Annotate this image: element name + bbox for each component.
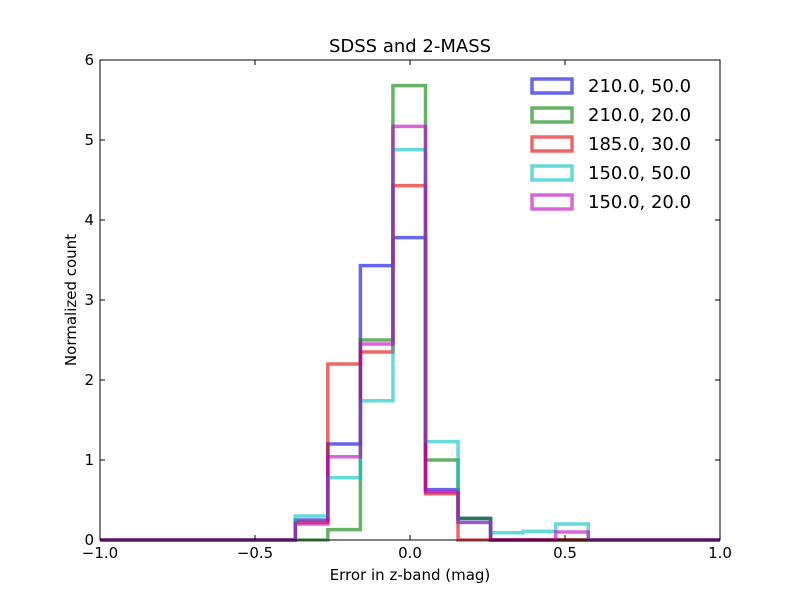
chart-title: SDSS and 2-MASS [329,36,491,57]
legend-swatch-4 [530,164,574,182]
x-tick-label: 0.5 [553,544,577,562]
legend-label-1: 210.0, 50.0 [588,76,691,97]
legend-label-4: 150.0, 50.0 [588,163,691,184]
x-tick-label: 1.0 [708,544,732,562]
y-tick-label: 2 [84,371,94,389]
y-tick-label: 5 [84,131,94,149]
legend: 210.0, 50.0 210.0, 20.0 185.0, 30.0 150.0, … [530,76,691,213]
y-tick-label: 0 [84,531,94,549]
legend-label-3: 185.0, 30.0 [588,134,691,155]
x-tick-label: 0.0 [398,544,422,562]
legend-label-5: 150.0, 20.0 [588,192,691,213]
y-tick-label: 6 [84,51,94,69]
x-axis-label: Error in z-band (mag) [330,566,491,584]
legend-swatch-2 [530,106,574,124]
x-tick-label: −0.5 [237,544,273,562]
legend-label-2: 210.0, 20.0 [588,105,691,126]
y-axis-label: Normalized count [62,234,80,366]
legend-swatch-1 [530,77,574,95]
series-line-5 [100,124,720,542]
y-tick-label: 4 [84,211,94,229]
legend-swatch-3 [530,135,574,153]
y-tick-label: 1 [84,451,94,469]
x-tick-label: −1.0 [82,544,118,562]
tick-layer: −1.0 −0.5 0.0 0.5 1.0 0 1 2 3 4 5 6 [82,51,732,562]
y-tick-label: 3 [84,291,94,309]
legend-swatch-5 [530,193,574,211]
